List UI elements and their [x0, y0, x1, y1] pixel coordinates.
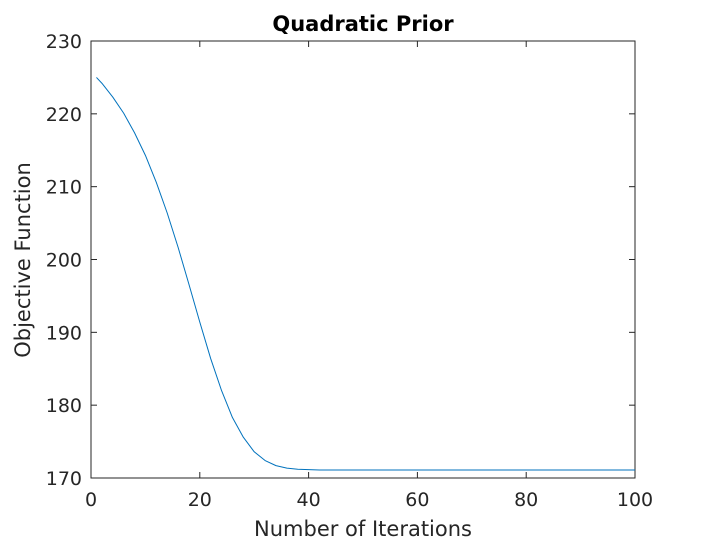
series-layer [96, 77, 635, 471]
x-tick-label: 80 [514, 489, 538, 511]
x-tick-label: 20 [188, 489, 212, 511]
y-axis-label: Objective Function [11, 162, 35, 358]
y-tick-label: 180 [46, 395, 82, 417]
x-tick-label: 100 [617, 489, 653, 511]
y-tick-label: 220 [46, 104, 82, 126]
plot-area [90, 40, 636, 479]
y-tick-label: 190 [46, 322, 82, 344]
x-tick-label: 0 [85, 489, 97, 511]
x-axis-label: Number of Iterations [254, 517, 472, 541]
y-tick-label: 200 [46, 250, 82, 272]
ticks-layer: 0 20 40 60 80 100 170 180 190 200 210 220 230 [46, 31, 653, 511]
x-tick-label: 60 [405, 489, 429, 511]
x-tick-label: 40 [297, 489, 321, 511]
series-line-1 [96, 77, 635, 471]
y-tick-label: 230 [46, 31, 82, 53]
y-tick-label: 210 [46, 177, 82, 199]
chart-title: Quadratic Prior [272, 12, 454, 36]
y-tick-label: 170 [46, 468, 82, 490]
